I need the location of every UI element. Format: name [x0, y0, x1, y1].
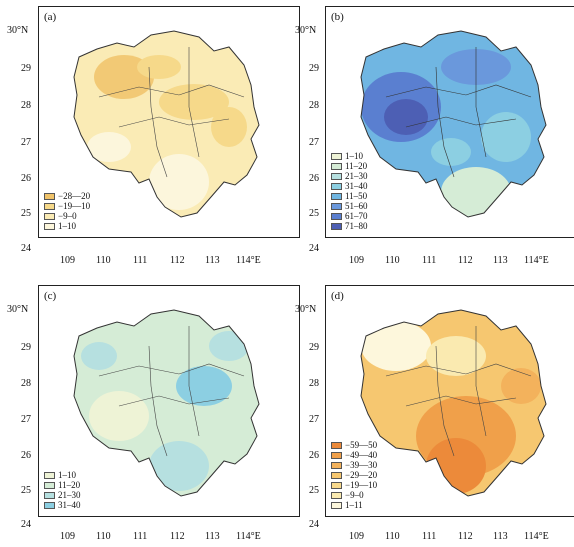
province-map — [360, 30, 547, 218]
x-tick-label: 109 — [60, 255, 75, 266]
panel-label: (b) — [331, 11, 344, 23]
panel-label: (a) — [44, 11, 57, 23]
map-panel-c: (c) 1–10 11–20 21–30 31–40 — [38, 285, 300, 517]
legend-item: 21–30 — [331, 172, 368, 181]
y-tick-label: 29 — [21, 63, 31, 74]
y-tick-label: 30°N — [295, 304, 317, 315]
legend-item: −49—40 — [331, 451, 377, 460]
x-tick-label: 111 — [133, 255, 148, 266]
x-tick-label: 112 — [458, 531, 473, 542]
y-tick-label: 30°N — [7, 304, 29, 315]
x-tick-label: 112 — [170, 531, 185, 542]
x-tick-label: 113 — [205, 531, 220, 542]
y-tick-label: 27 — [21, 137, 31, 148]
y-tick-label: 30°N — [295, 25, 317, 36]
x-tick-label: 109 — [349, 531, 364, 542]
x-tick-label: 109 — [349, 255, 364, 266]
y-tick-label: 29 — [309, 342, 319, 353]
x-tick-label: 112 — [458, 255, 473, 266]
x-tick-label: 114°E — [236, 255, 261, 266]
x-tick-label: 114°E — [524, 531, 549, 542]
x-tick-label: 110 — [96, 255, 111, 266]
legend-item: 1–10 — [44, 471, 81, 480]
x-tick-label: 113 — [493, 255, 508, 266]
map-legend: 1–10 11–20 21–30 31–40 11–50 51–60 61–70… — [331, 151, 368, 231]
y-tick-label: 26 — [21, 173, 31, 184]
legend-item: 31–40 — [331, 182, 368, 191]
x-tick-label: 114°E — [236, 531, 261, 542]
panel-label: (d) — [331, 290, 344, 302]
map-panel-b: (b) 1–10 11–20 21–30 31–40 11–50 51–60 6… — [325, 6, 574, 238]
legend-item: 1–10 — [331, 152, 368, 161]
y-tick-label: 26 — [309, 173, 319, 184]
legend-item: 11–20 — [44, 481, 81, 490]
y-tick-label: 24 — [309, 519, 319, 530]
x-tick-label: 111 — [133, 531, 148, 542]
legend-item: −9–0 — [44, 212, 90, 221]
legend-item: 51–60 — [331, 202, 368, 211]
map-panel-a: (a) −28—20 −19—10 −9–0 1–10 — [38, 6, 300, 238]
legend-item: −39—30 — [331, 461, 377, 470]
map-legend: −28—20 −19—10 −9–0 1–10 — [44, 191, 90, 231]
x-tick-label: 113 — [205, 255, 220, 266]
y-tick-label: 26 — [21, 450, 31, 461]
x-tick-label: 109 — [60, 531, 75, 542]
y-tick-label: 27 — [21, 414, 31, 425]
y-tick-label: 24 — [21, 243, 31, 254]
x-tick-label: 113 — [493, 531, 508, 542]
x-tick-label: 114°E — [524, 255, 549, 266]
y-tick-label: 30°N — [7, 25, 29, 36]
map-legend: −59—50 −49—40 −39—30 −29—20 −19—10 −9–0 … — [331, 440, 377, 510]
legend-item: 21–30 — [44, 491, 81, 500]
y-tick-label: 28 — [309, 100, 319, 111]
province-map — [73, 30, 260, 218]
legend-item: 11–20 — [331, 162, 368, 171]
y-tick-label: 25 — [309, 485, 319, 496]
legend-item: −59—50 — [331, 441, 377, 450]
x-tick-label: 111 — [422, 255, 437, 266]
map-legend: 1–10 11–20 21–30 31–40 — [44, 470, 81, 510]
legend-item: 1–10 — [44, 222, 90, 231]
x-tick-label: 110 — [385, 255, 400, 266]
legend-item: −19—10 — [44, 202, 90, 211]
legend-item: 71–80 — [331, 222, 368, 231]
legend-item: −9–0 — [331, 491, 377, 500]
province-map — [360, 309, 547, 497]
legend-item: −19—10 — [331, 481, 377, 490]
y-tick-label: 28 — [309, 378, 319, 389]
y-tick-label: 29 — [21, 342, 31, 353]
legend-item: −29—20 — [331, 471, 377, 480]
province-map — [73, 309, 260, 497]
y-tick-label: 24 — [21, 519, 31, 530]
y-tick-label: 26 — [309, 450, 319, 461]
legend-item: 61–70 — [331, 212, 368, 221]
x-tick-label: 110 — [96, 531, 111, 542]
x-tick-label: 110 — [385, 531, 400, 542]
x-tick-label: 111 — [422, 531, 437, 542]
y-tick-label: 25 — [21, 208, 31, 219]
x-tick-label: 112 — [170, 255, 185, 266]
panel-label: (c) — [44, 290, 57, 302]
y-tick-label: 29 — [309, 63, 319, 74]
legend-item: 11–50 — [331, 192, 368, 201]
y-tick-label: 25 — [309, 208, 319, 219]
y-tick-label: 28 — [21, 100, 31, 111]
map-panel-d: (d) −59—50 −49—40 −39—30 −29—20 −19—10 −… — [325, 285, 574, 517]
y-tick-label: 27 — [309, 137, 319, 148]
y-tick-label: 27 — [309, 414, 319, 425]
legend-item: 31–40 — [44, 501, 81, 510]
legend-item: 1–11 — [331, 501, 377, 510]
legend-item: −28—20 — [44, 192, 90, 201]
y-tick-label: 25 — [21, 485, 31, 496]
y-tick-label: 24 — [309, 243, 319, 254]
y-tick-label: 28 — [21, 378, 31, 389]
